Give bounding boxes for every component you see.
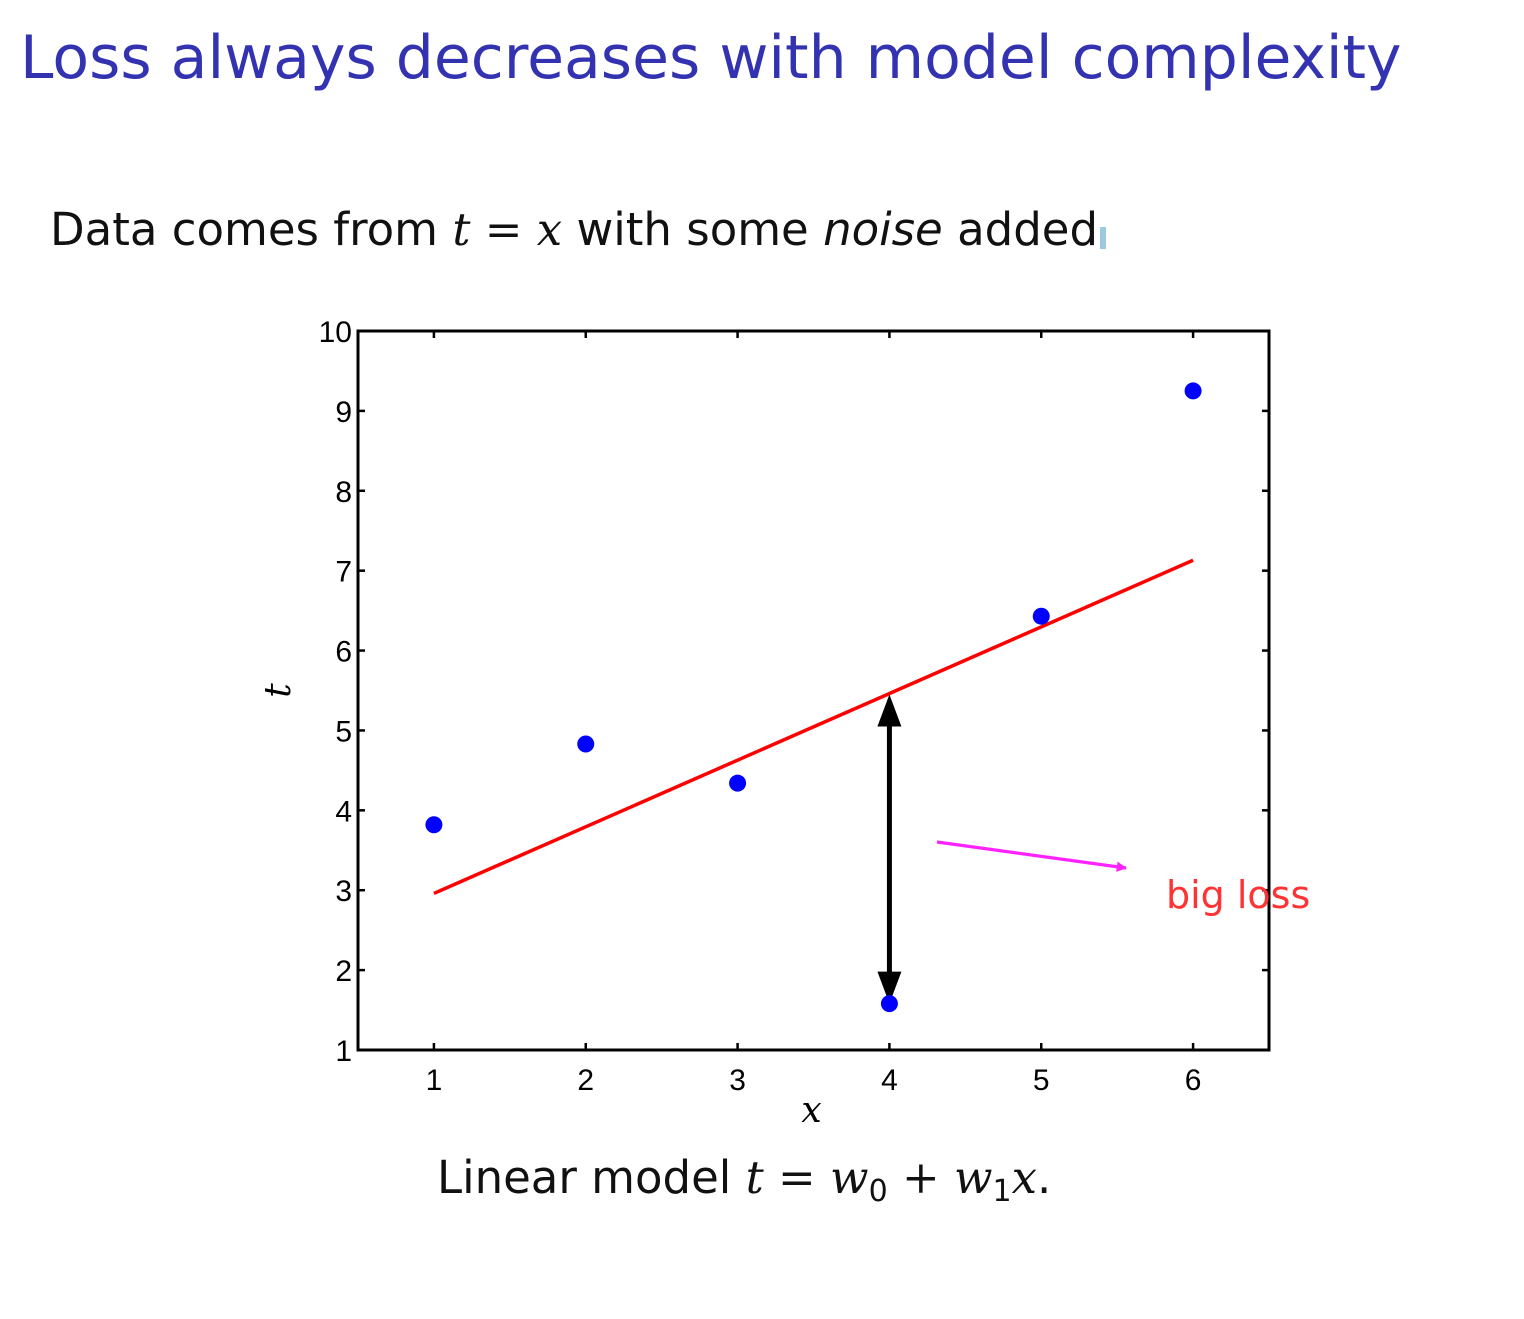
- y-tick-label: 6: [335, 636, 352, 669]
- y-tick-label: 7: [335, 556, 352, 589]
- caption-math-w0-subscript: 0: [868, 1174, 888, 1209]
- annotation-big-loss: big loss: [1166, 873, 1310, 917]
- y-tick-label: 1: [335, 1035, 352, 1068]
- caption-math-equals: =: [778, 1151, 816, 1204]
- data-point: [1032, 607, 1050, 625]
- x-tick-label: 4: [881, 1064, 898, 1097]
- fit-line: [433, 558, 1194, 896]
- caption-math-x: x: [1011, 1151, 1038, 1204]
- loss-arrow-head-down: [877, 971, 902, 1004]
- caption-math-w1-subscript: 1: [992, 1174, 1012, 1209]
- data-point: [577, 735, 595, 753]
- y-tick-label: 2: [335, 955, 352, 988]
- intro-math-lhs: t: [452, 203, 471, 256]
- intro-math-rhs: x: [536, 203, 563, 256]
- plot-frame: [356, 329, 1271, 1052]
- intro-math-equals: =: [484, 203, 523, 256]
- intro-text-start: Data comes from: [50, 203, 439, 256]
- intro-emphasis-noise: noise: [823, 203, 943, 256]
- y-tick-label: 3: [335, 875, 352, 908]
- plot-caption: Linear model t = w0 + w1x.: [437, 1155, 1051, 1207]
- intro-text-end: added: [957, 203, 1099, 256]
- loss-arrow-head-up: [877, 694, 902, 727]
- x-tick-label: 1: [426, 1064, 443, 1097]
- data-point: [880, 995, 898, 1013]
- data-point: [425, 816, 443, 834]
- intro-sentence: Data comes from t = x with some noise ad…: [50, 207, 1107, 252]
- data-point: [729, 774, 747, 792]
- caption-math-plus: +: [901, 1151, 940, 1204]
- x-tick-label: 2: [577, 1064, 594, 1097]
- y-tick-label: 9: [335, 396, 352, 429]
- y-tick-label: 10: [319, 316, 352, 349]
- y-axis-label: t: [258, 683, 299, 698]
- x-tick-label: 6: [1185, 1064, 1202, 1097]
- caption-prefix: Linear model: [437, 1151, 732, 1204]
- x-tick-label: 5: [1033, 1064, 1050, 1097]
- caption-math-w0: w: [830, 1151, 869, 1204]
- caption-period: .: [1037, 1151, 1052, 1204]
- caption-math-w1: w: [954, 1151, 993, 1204]
- y-tick-label: 4: [335, 795, 352, 828]
- data-point: [1184, 382, 1202, 400]
- caption-math-lhs: t: [745, 1151, 764, 1204]
- y-tick-label: 5: [335, 715, 352, 748]
- x-axis-label: x: [801, 1090, 821, 1131]
- text-cursor-marker: [1100, 227, 1107, 249]
- intro-text-middle: with some: [576, 203, 809, 256]
- y-tick-label: 8: [335, 476, 352, 509]
- slide-title: Loss always decreases with model complex…: [20, 23, 1402, 93]
- annotation-pointer-arrow: [936, 840, 1128, 872]
- x-tick-label: 3: [729, 1064, 746, 1097]
